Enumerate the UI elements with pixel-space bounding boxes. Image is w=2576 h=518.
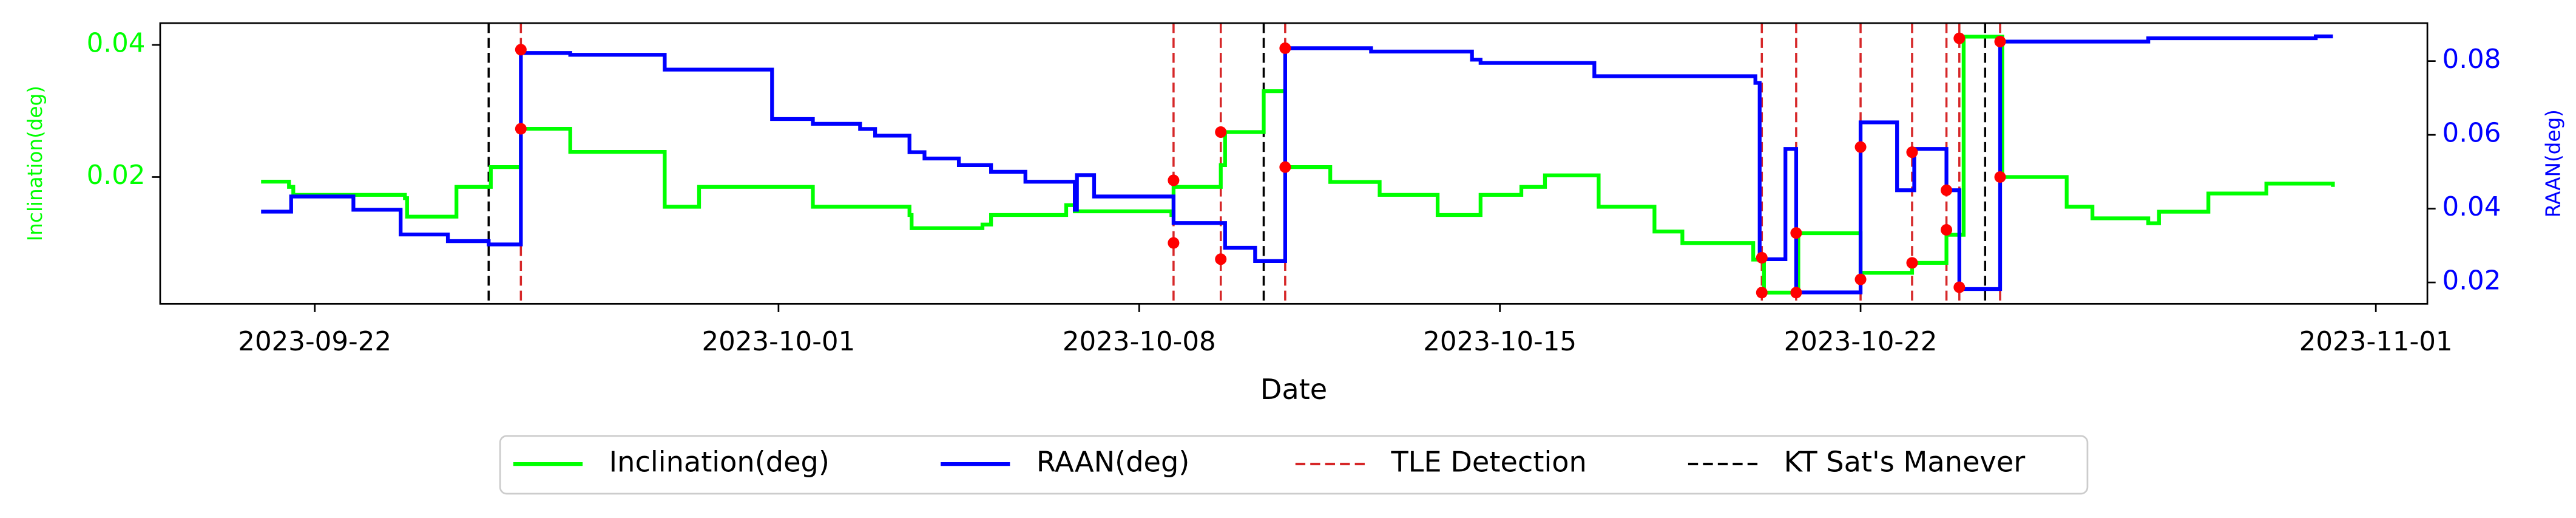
series-line bbox=[261, 34, 2333, 295]
detection-marker bbox=[1994, 171, 2006, 183]
detection-marker bbox=[1168, 237, 1180, 249]
x-tick-label: 2023-11-01 bbox=[2299, 327, 2453, 357]
y2-axis-label: RAAN(deg) bbox=[2541, 109, 2564, 217]
y-axis-label: Inclination(deg) bbox=[24, 86, 47, 241]
detection-marker bbox=[1756, 251, 1768, 264]
detection-marker bbox=[1953, 281, 1966, 293]
detection-marker bbox=[515, 44, 527, 56]
y2-tick-label: 0.04 bbox=[2442, 192, 2501, 222]
detection-marker bbox=[1215, 126, 1227, 138]
detection-marker bbox=[1854, 273, 1867, 285]
legend-label: TLE Detection bbox=[1390, 446, 1586, 479]
y2-tick-label: 0.06 bbox=[2442, 118, 2501, 149]
detection-marker bbox=[1941, 223, 1953, 236]
x-tick-label: 2023-10-08 bbox=[1063, 327, 1216, 357]
x-axis-label: Date bbox=[1260, 373, 1327, 406]
detection-marker bbox=[1790, 227, 1802, 239]
axes-frame bbox=[159, 22, 2429, 305]
y2-tick-label: 0.02 bbox=[2442, 266, 2501, 296]
legend-box bbox=[499, 435, 2089, 495]
legend-label: Inclination(deg) bbox=[609, 446, 830, 479]
detection-marker bbox=[515, 123, 527, 135]
legend-label: KT Sat's Manever bbox=[1784, 446, 2026, 479]
y-tick-label: 0.04 bbox=[87, 28, 146, 58]
detection-marker bbox=[1279, 161, 1291, 173]
detection-marker bbox=[1215, 253, 1227, 265]
detection-marker bbox=[1906, 257, 1918, 269]
x-tick-label: 2023-10-01 bbox=[701, 327, 855, 357]
x-tick-label: 2023-10-15 bbox=[1423, 327, 1577, 357]
detection-marker bbox=[1854, 141, 1867, 153]
y-tick-label: 0.02 bbox=[87, 160, 146, 191]
detection-marker bbox=[1994, 35, 2006, 47]
detection-marker bbox=[1941, 184, 1953, 196]
x-tick-label: 2023-10-22 bbox=[1784, 327, 1938, 357]
legend: Inclination(deg) RAAN(deg) TLE Detection KT… bbox=[513, 446, 2025, 479]
detection-marker bbox=[1790, 287, 1802, 299]
detection-marker bbox=[1279, 42, 1291, 54]
detection-marker bbox=[1953, 32, 1966, 44]
detection-marker bbox=[1906, 146, 1918, 158]
plot-area bbox=[261, 23, 2335, 304]
legend-label: RAAN(deg) bbox=[1036, 446, 1190, 479]
x-tick-label: 2023-09-22 bbox=[238, 327, 391, 357]
detection-marker bbox=[1756, 287, 1768, 299]
y2-tick-label: 0.08 bbox=[2442, 44, 2501, 75]
detection-marker bbox=[1168, 174, 1180, 186]
